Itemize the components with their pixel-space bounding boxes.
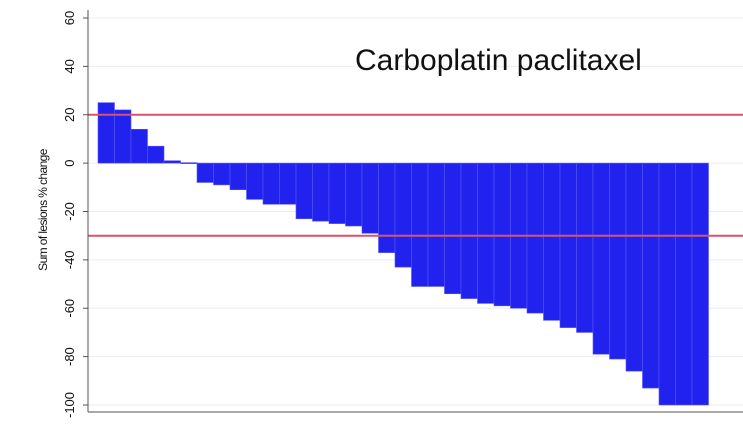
y-tick-label: 20 (62, 108, 77, 122)
bar (147, 145, 165, 164)
bar (262, 162, 280, 205)
bar (477, 162, 495, 304)
bar (114, 109, 132, 164)
bar (312, 162, 330, 222)
bar (213, 162, 231, 186)
bar (444, 162, 462, 295)
bar (361, 162, 379, 234)
bar (328, 162, 346, 224)
bar (279, 162, 297, 205)
y-axis-title: Sum of lesions % change (36, 148, 50, 271)
bar (378, 162, 396, 253)
bar (427, 162, 445, 287)
bar (691, 162, 709, 406)
bar (526, 162, 544, 314)
y-tick-label: -40 (62, 250, 77, 269)
chart-title: Carboplatin paclitaxel (355, 44, 642, 77)
y-tick-label: 0 (62, 160, 77, 167)
bar (675, 162, 693, 406)
bar (130, 128, 148, 164)
y-tick-label: -100 (62, 392, 77, 418)
bars (97, 102, 709, 406)
y-tick-label: 60 (62, 11, 77, 25)
bar (163, 160, 181, 164)
bar (658, 162, 676, 406)
bar (295, 162, 313, 220)
bar (559, 162, 577, 328)
bar (576, 162, 594, 333)
bar (460, 162, 478, 299)
bar (609, 162, 627, 360)
y-tick-label: 40 (62, 59, 77, 73)
bar (493, 162, 511, 307)
bar (411, 162, 429, 287)
bar (97, 102, 115, 164)
y-tick-labels: 60 40 20 0 -20 -40 -60 -80 -100 (62, 11, 77, 418)
bar (345, 162, 363, 227)
bar (394, 162, 412, 268)
bar (543, 162, 561, 321)
bar (642, 162, 660, 389)
bar (625, 162, 643, 372)
reference-lines (88, 113, 743, 237)
y-tick-label: -60 (62, 299, 77, 318)
y-tick-label: -80 (62, 347, 77, 366)
bar (246, 162, 264, 200)
bar (592, 162, 610, 355)
y-tick-label: -20 (62, 202, 77, 221)
bar (180, 162, 198, 164)
axes (83, 10, 743, 413)
bar (229, 162, 247, 191)
bar (196, 162, 214, 183)
